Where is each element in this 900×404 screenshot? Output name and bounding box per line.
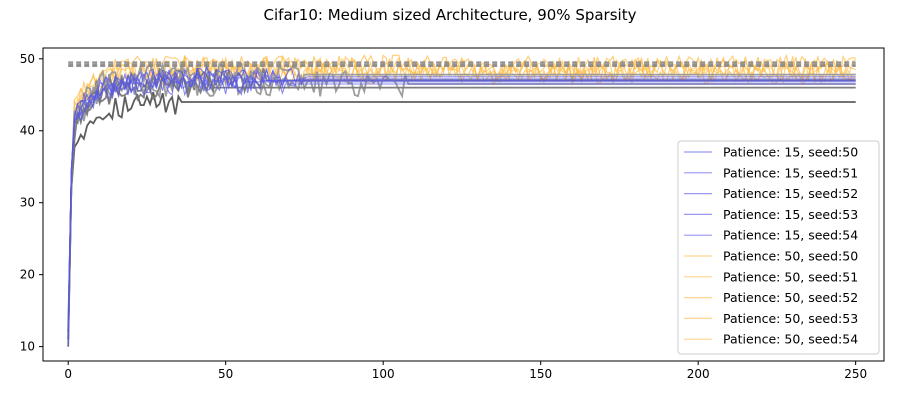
legend-box bbox=[677, 140, 880, 355]
y-tick-label-20: 20 bbox=[20, 268, 35, 282]
series-line-patience15-seed53 bbox=[67, 71, 856, 347]
x-tick-label-50: 50 bbox=[218, 367, 233, 381]
x-tick-label-150: 150 bbox=[529, 367, 552, 381]
legend-label-4: Patience: 15, seed:53 bbox=[723, 207, 858, 222]
series-line-patience15-seed54 bbox=[67, 67, 856, 333]
plot-frame bbox=[42, 47, 885, 362]
y-tick-label-10: 10 bbox=[20, 340, 35, 354]
legend-label-1: Patience: 15, seed:50 bbox=[723, 145, 858, 160]
chart-title: Cifar10: Medium sized Architecture, 90% … bbox=[263, 6, 637, 24]
legend-label-7: Patience: 50, seed:51 bbox=[723, 269, 858, 284]
legend-label-5: Patience: 15, seed:54 bbox=[723, 228, 858, 243]
plot-area bbox=[67, 53, 857, 347]
gray-series-line-5 bbox=[67, 73, 856, 347]
y-tick-label-50: 50 bbox=[20, 52, 35, 66]
legend-label-2: Patience: 15, seed:51 bbox=[723, 165, 858, 180]
legend-label-10: Patience: 50, seed:54 bbox=[723, 332, 858, 347]
x-tick-label-250: 250 bbox=[844, 367, 867, 381]
x-tick-label-200: 200 bbox=[687, 367, 710, 381]
legend-label-9: Patience: 50, seed:53 bbox=[723, 311, 858, 326]
legend-label-3: Patience: 15, seed:52 bbox=[723, 186, 858, 201]
series-line-patience15-seed52 bbox=[67, 65, 856, 326]
legend-label-6: Patience: 50, seed:50 bbox=[723, 249, 858, 264]
legend-label-8: Patience: 50, seed:52 bbox=[723, 290, 858, 305]
gray-series-line-1 bbox=[67, 91, 856, 340]
y-tick-label-40: 40 bbox=[20, 124, 35, 138]
y-tick-label-30: 30 bbox=[20, 196, 35, 210]
x-tick-label-100: 100 bbox=[372, 367, 395, 381]
x-tick-label-0: 0 bbox=[64, 367, 72, 381]
